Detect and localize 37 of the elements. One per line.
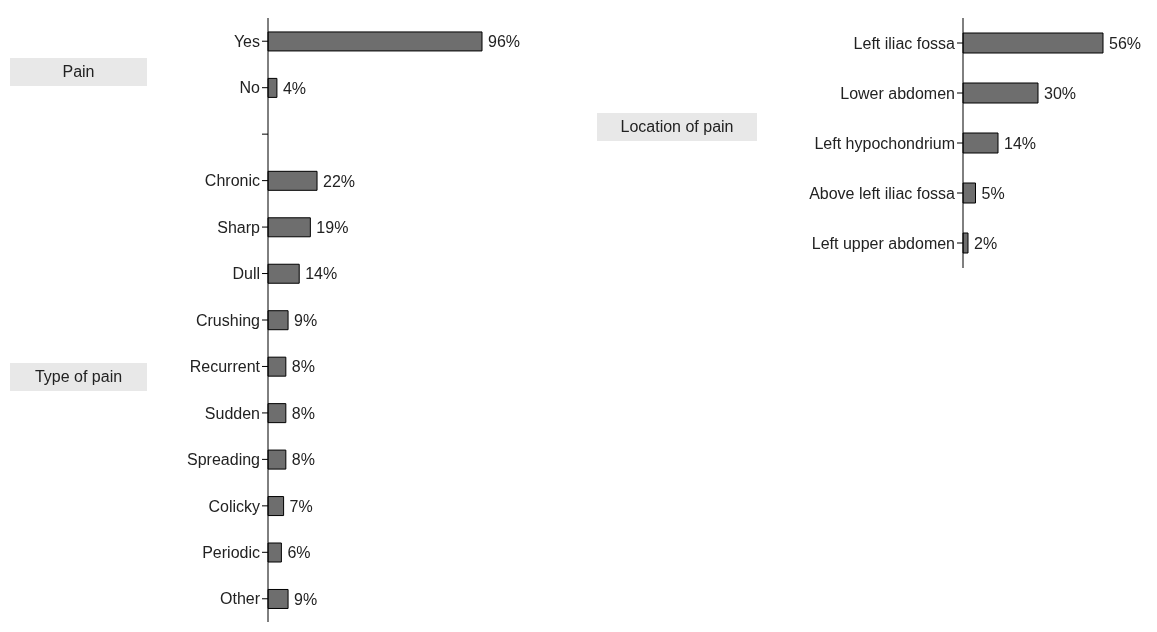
y-tick-label: Sharp [217,218,261,236]
y-tick-label: Left upper abdomen [811,234,955,252]
data-label: 5% [981,184,1005,202]
data-label: 8% [291,404,315,422]
y-tick-label: Recurrent [189,358,261,376]
data-label: 4% [282,79,307,97]
data-label: 56% [1109,34,1142,52]
data-label: 14% [1004,134,1037,152]
y-tick-label: Above left iliac fossa [809,184,956,202]
y-tick-label: Chronic [204,172,260,190]
y-tick-label: Left hypochondrium [814,134,955,152]
y-tick-label: Yes [233,32,260,50]
y-tick-label: Periodic [202,543,260,561]
y-tick-label: Spreading [187,451,260,469]
data-label: 14% [305,265,338,283]
y-tick-label: Left iliac fossa [853,34,956,52]
y-tick-label: Other [219,590,261,608]
data-label: 7% [289,497,313,515]
data-label: 6% [287,544,311,562]
data-label: 19% [316,218,349,236]
data-label: 96% [488,33,521,51]
y-tick-label: Dull [232,265,260,283]
data-label: 2% [974,234,998,252]
data-label: 8% [291,451,315,469]
data-label: 8% [291,358,315,376]
text: Type of pain [10,363,147,391]
data-label: 22% [323,172,356,190]
data-label: 9% [294,311,318,329]
data-label: 9% [294,590,318,608]
text: Location of pain [597,113,757,141]
data-label: 30% [1044,84,1077,102]
y-tick-label: Lower abdomen [840,84,955,102]
y-tick-label: Colicky [208,497,260,515]
y-tick-label: Sudden [204,404,260,422]
text: Pain [10,58,147,86]
y-tick-label: Crushing [195,311,260,329]
y-tick-label: No [239,79,261,97]
